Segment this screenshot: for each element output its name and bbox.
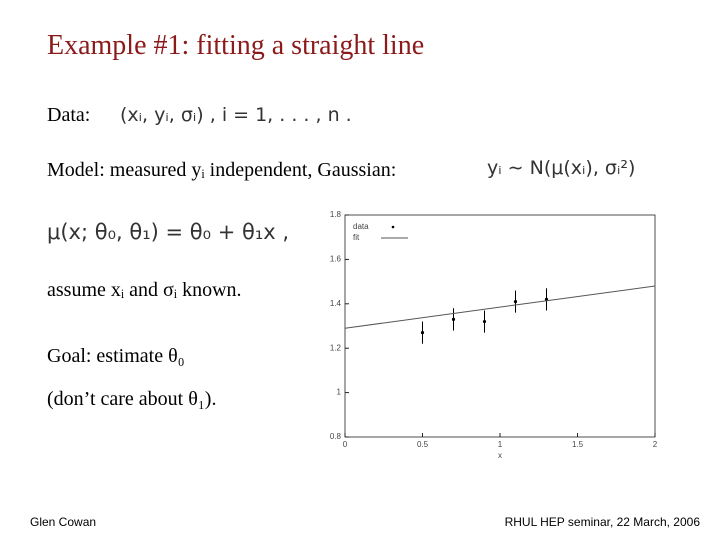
goal: Goal: estimate θ₀ [47, 345, 185, 367]
data-point [420, 331, 425, 335]
y-tick-label: 1.4 [330, 299, 342, 308]
data-formula: (xᵢ, yᵢ, σᵢ) , i = 1, . . . , n . [120, 104, 352, 126]
data-point [451, 317, 456, 321]
legend-label: fit [353, 233, 360, 242]
note: (don’t care about θ₁). [47, 388, 217, 410]
model-formula: yᵢ ∼ N(μ(xᵢ), σᵢ²) [487, 157, 636, 179]
y-tick-label: 1 [337, 388, 342, 397]
x-tick-label: 2 [653, 440, 658, 449]
data-point [513, 299, 518, 304]
y-tick-label: 1.8 [330, 210, 342, 219]
data-label: Data: [47, 104, 91, 126]
slide-title: Example #1: fitting a straight line [47, 30, 425, 61]
plot-frame [344, 214, 656, 438]
model-function: μ(x; θ₀, θ₁) = θ₀ + θ₁x , [47, 220, 290, 244]
legend-label: data [353, 222, 369, 231]
footer-author: Glen Cowan [30, 515, 97, 529]
y-tick-label: 0.8 [330, 432, 342, 441]
fit-line [344, 285, 656, 329]
y-tick-label: 1.6 [330, 255, 342, 264]
legend-marker [391, 225, 395, 229]
x-tick-label: 0.5 [417, 440, 429, 449]
x-tick-label: 0 [343, 440, 348, 449]
assumption: assume xᵢ and σᵢ known. [47, 279, 242, 301]
x-axis-label: x [498, 451, 502, 460]
x-tick-label: 1.5 [572, 440, 584, 449]
data-point [544, 297, 549, 301]
y-tick-label: 1.2 [330, 343, 342, 352]
model-text: Model: measured yᵢ independent, Gaussian… [47, 159, 397, 181]
footer-event: RHUL HEP seminar, 22 March, 2006 [504, 515, 700, 529]
data-point [482, 319, 487, 324]
x-tick-label: 1 [498, 440, 503, 449]
